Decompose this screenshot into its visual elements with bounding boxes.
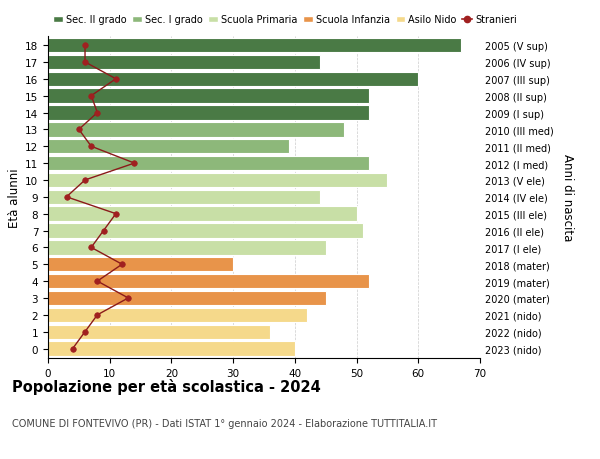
Bar [48, 157, 369, 171]
Bar [48, 241, 326, 255]
Bar [48, 174, 388, 188]
Bar [48, 207, 356, 221]
Bar [48, 291, 326, 305]
Legend: Sec. II grado, Sec. I grado, Scuola Primaria, Scuola Infanzia, Asilo Nido, Stran: Sec. II grado, Sec. I grado, Scuola Prim… [53, 16, 517, 25]
Bar [48, 123, 344, 137]
Bar [48, 106, 369, 120]
Text: COMUNE DI FONTEVIVO (PR) - Dati ISTAT 1° gennaio 2024 - Elaborazione TUTTITALIA.: COMUNE DI FONTEVIVO (PR) - Dati ISTAT 1°… [12, 418, 437, 428]
Bar [48, 224, 363, 238]
Bar [48, 308, 307, 322]
Bar [48, 56, 320, 70]
Bar [48, 73, 418, 87]
Bar [48, 274, 369, 289]
Bar [48, 325, 270, 339]
Bar [48, 257, 233, 272]
Bar [48, 90, 369, 104]
Bar [48, 341, 295, 356]
Text: Popolazione per età scolastica - 2024: Popolazione per età scolastica - 2024 [12, 379, 321, 395]
Y-axis label: Età alunni: Età alunni [8, 168, 21, 227]
Y-axis label: Anni di nascita: Anni di nascita [560, 154, 574, 241]
Bar [48, 140, 289, 154]
Bar [48, 190, 320, 205]
Bar [48, 39, 461, 53]
